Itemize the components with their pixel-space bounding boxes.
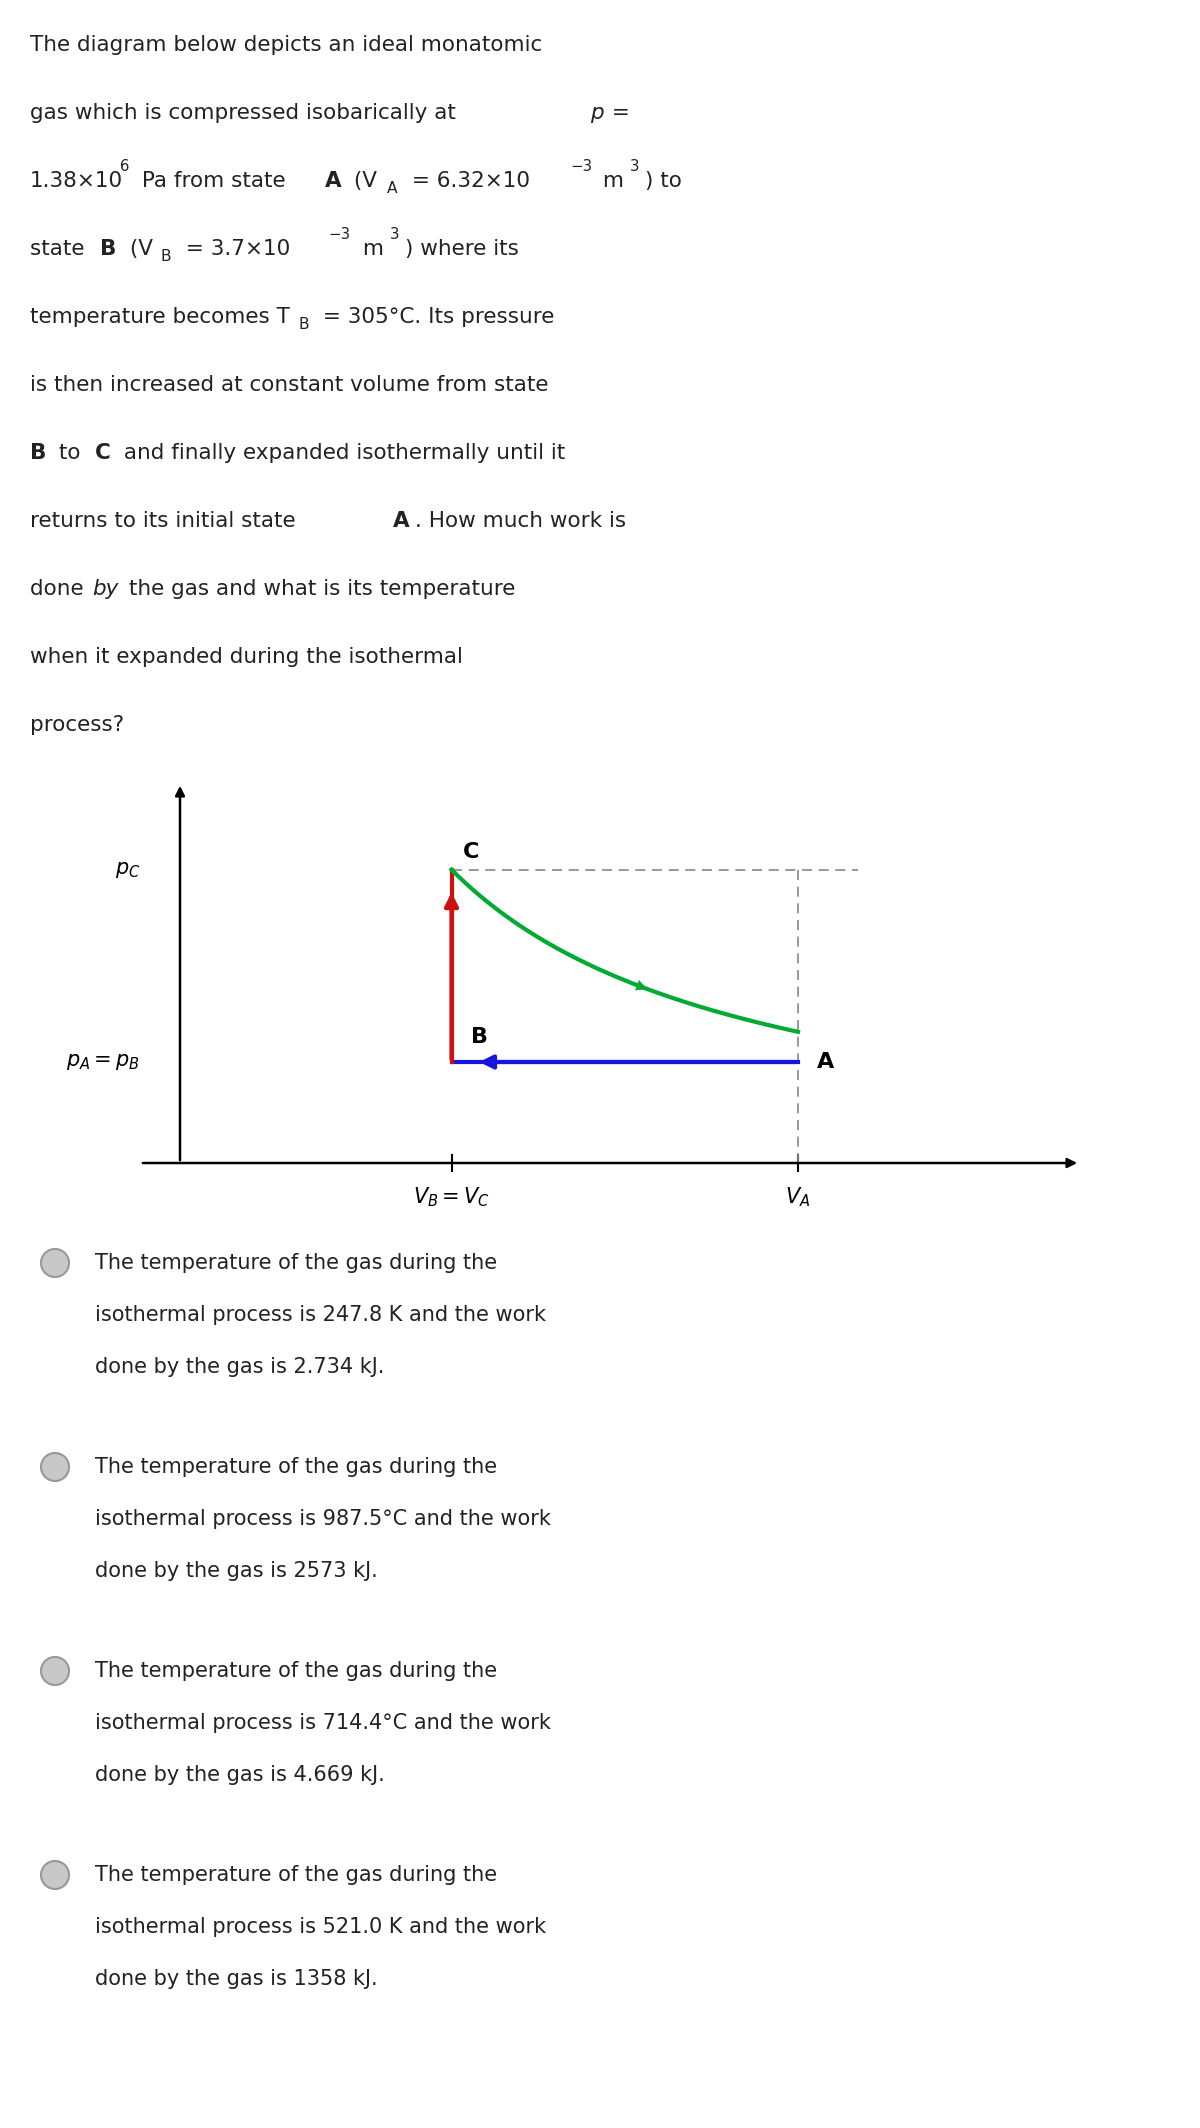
Text: B: B: [100, 238, 116, 260]
Text: ) where its: ) where its: [406, 238, 518, 260]
Text: $\mathbf{A}$: $\mathbf{A}$: [816, 1051, 835, 1073]
Text: $\mathbf{\it{p_C}}$: $\mathbf{\it{p_C}}$: [114, 860, 140, 879]
Text: =: =: [605, 102, 630, 123]
Text: The temperature of the gas during the: The temperature of the gas during the: [95, 1253, 497, 1273]
Text: returns to its initial state: returns to its initial state: [30, 511, 302, 532]
Text: = 3.7×10: = 3.7×10: [179, 238, 290, 260]
Text: 3: 3: [630, 160, 640, 174]
Text: 1.38×10: 1.38×10: [30, 170, 124, 192]
Text: p: p: [590, 102, 604, 123]
Circle shape: [41, 1249, 70, 1277]
Text: temperature becomes T: temperature becomes T: [30, 306, 290, 328]
Text: . How much work is: . How much work is: [415, 511, 626, 532]
Text: A: A: [394, 511, 409, 532]
Text: The temperature of the gas during the: The temperature of the gas during the: [95, 1458, 497, 1477]
Text: B: B: [298, 317, 308, 332]
Text: The temperature of the gas during the: The temperature of the gas during the: [95, 1864, 497, 1885]
Text: (V: (V: [124, 238, 154, 260]
Text: $\mathbf{\it{p_A = p_B}}$: $\mathbf{\it{p_A = p_B}}$: [66, 1051, 140, 1073]
Text: B: B: [30, 443, 47, 464]
Text: done: done: [30, 579, 90, 598]
Text: = 6.32×10: = 6.32×10: [406, 170, 530, 192]
Text: process?: process?: [30, 715, 124, 734]
Text: to: to: [52, 443, 88, 464]
Text: m: m: [356, 238, 384, 260]
Text: The temperature of the gas during the: The temperature of the gas during the: [95, 1662, 497, 1681]
Text: ) to: ) to: [646, 170, 682, 192]
Circle shape: [41, 1658, 70, 1685]
Text: −3: −3: [328, 228, 350, 243]
Text: 3: 3: [390, 228, 400, 243]
Text: $\mathbf{C}$: $\mathbf{C}$: [462, 841, 479, 862]
Text: is then increased at constant volume from state: is then increased at constant volume fro…: [30, 375, 548, 396]
Text: m: m: [596, 170, 624, 192]
Text: gas which is compressed isobarically at: gas which is compressed isobarically at: [30, 102, 463, 123]
Text: done by the gas is 2573 kJ.: done by the gas is 2573 kJ.: [95, 1562, 378, 1581]
Text: the gas and what is its temperature: the gas and what is its temperature: [122, 579, 515, 598]
Text: Pa from state: Pa from state: [134, 170, 293, 192]
Text: (V: (V: [347, 170, 377, 192]
Text: 6: 6: [120, 160, 130, 174]
Circle shape: [41, 1862, 70, 1890]
Text: isothermal process is 521.0 K and the work: isothermal process is 521.0 K and the wo…: [95, 1917, 546, 1936]
Text: The diagram below depicts an ideal monatomic: The diagram below depicts an ideal monat…: [30, 34, 542, 55]
Circle shape: [41, 1453, 70, 1481]
Text: isothermal process is 987.5°C and the work: isothermal process is 987.5°C and the wo…: [95, 1509, 551, 1530]
Text: done by the gas is 2.734 kJ.: done by the gas is 2.734 kJ.: [95, 1358, 384, 1377]
Text: $\mathbf{\it{V_A}}$: $\mathbf{\it{V_A}}$: [785, 1185, 811, 1209]
Text: B: B: [161, 249, 172, 264]
Text: by: by: [92, 579, 119, 598]
Text: A: A: [325, 170, 342, 192]
Text: state: state: [30, 238, 91, 260]
Text: −3: −3: [570, 160, 592, 174]
Text: done by the gas is 1358 kJ.: done by the gas is 1358 kJ.: [95, 1968, 378, 1990]
Text: and finally expanded isothermally until it: and finally expanded isothermally until …: [118, 443, 565, 464]
Text: $\mathbf{B}$: $\mathbf{B}$: [469, 1028, 487, 1047]
Text: C: C: [95, 443, 110, 464]
Text: when it expanded during the isothermal: when it expanded during the isothermal: [30, 647, 463, 666]
Text: = 305°C. Its pressure: = 305°C. Its pressure: [316, 306, 554, 328]
Text: isothermal process is 714.4°C and the work: isothermal process is 714.4°C and the wo…: [95, 1713, 551, 1732]
Text: A: A: [386, 181, 397, 196]
Text: done by the gas is 4.669 kJ.: done by the gas is 4.669 kJ.: [95, 1764, 385, 1785]
Text: isothermal process is 247.8 K and the work: isothermal process is 247.8 K and the wo…: [95, 1304, 546, 1326]
Text: $\mathbf{\it{V_B = V_C}}$: $\mathbf{\it{V_B = V_C}}$: [413, 1185, 490, 1209]
